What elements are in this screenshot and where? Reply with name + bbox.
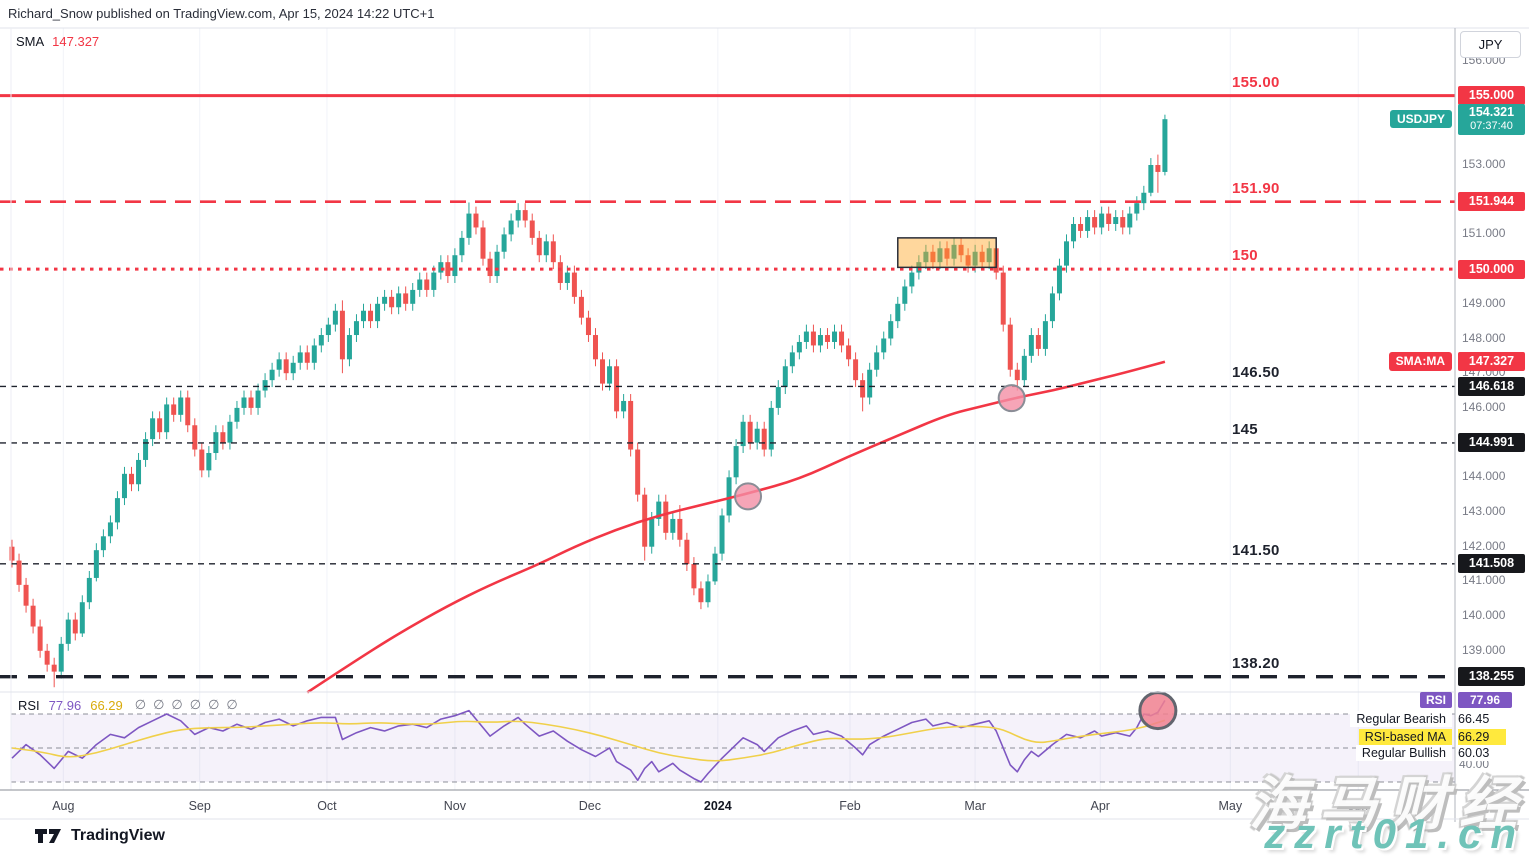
sma-line (306, 360, 1166, 694)
watermark-cn: 海马财经 (1248, 772, 1529, 837)
watermark-url: zzrt01.cn (1264, 810, 1525, 857)
symbol-price-tag: USDJPY (1389, 110, 1452, 128)
rsi-empty-input-icon: ∅ (226, 697, 238, 712)
rsi-legend: RSI 77.96 66.29 ∅ ∅ ∅ ∅ ∅ ∅ (18, 697, 238, 713)
highlight-circle (997, 384, 1026, 413)
sma-legend-title: SMA (16, 34, 45, 49)
tradingview-logo-text: TradingView (71, 827, 165, 844)
tradingview-logo[interactable]: TradingView (35, 827, 165, 845)
indicator-legend: SMA 147.327 (16, 34, 99, 49)
last-price-badge: 154.321 07:37:40 (1458, 104, 1525, 135)
highlight-box (897, 237, 997, 269)
candlestick-series (9, 114, 1168, 688)
currency-unit-button[interactable]: JPY (1460, 31, 1521, 58)
rsi-axis-value: 77.96 (1458, 692, 1512, 708)
rsi-empty-input-icon: ∅ (208, 697, 220, 712)
rsi-empty-input-icon: ∅ (134, 697, 147, 712)
rsi-empty-input-icon: ∅ (153, 697, 165, 712)
rsi-highlight-circle (1138, 691, 1178, 731)
byline: Richard_Snow published on TradingView.co… (8, 6, 435, 21)
regular-bullish-label: Regular Bullish (1355, 745, 1452, 761)
rsi-line (11, 700, 1166, 783)
tradingview-logo-icon (35, 829, 61, 843)
rsi-ma-line (11, 719, 1166, 762)
regular-bullish-value: 60.03 (1458, 745, 1506, 761)
highlight-circle (734, 482, 763, 511)
rsi-legend-title: RSI (18, 697, 40, 713)
last-price-value: 154.321 (1468, 105, 1515, 119)
regular-bearish-label: Regular Bearish (1350, 711, 1452, 727)
rsi-empty-inputs: ∅ ∅ ∅ ∅ ∅ ∅ (135, 697, 238, 713)
rsi-based-ma-label: RSI-based MA (1358, 729, 1452, 745)
rsi-legend-value: 77.96 (48, 697, 82, 713)
bar-countdown: 07:37:40 (1470, 120, 1513, 132)
rsi-empty-input-icon: ∅ (171, 697, 183, 712)
regular-bearish-value: 66.45 (1458, 711, 1506, 727)
rsi-based-ma-value: 66.29 (1458, 729, 1506, 745)
rsi-empty-input-icon: ∅ (189, 697, 202, 712)
rsi-axis-tag: RSI (1419, 692, 1452, 708)
sma-legend-value: 147.327 (52, 34, 100, 49)
rsi-ma-legend-value: 66.29 (90, 697, 123, 713)
